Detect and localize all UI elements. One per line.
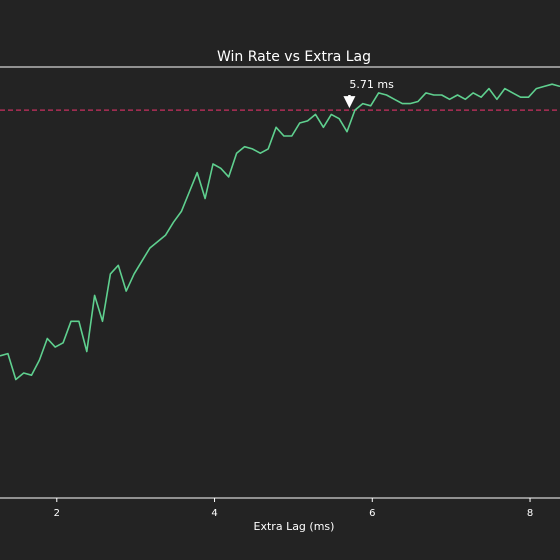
x-axis-label: Extra Lag (ms) [254,520,335,533]
chart-title: Win Rate vs Extra Lag [217,49,371,65]
annotation-layer: 5.71 ms [343,78,394,109]
annotation-label: 5.71 ms [349,78,394,91]
x-tick-label-4: 4 [211,508,217,519]
plot-frame [0,66,560,499]
x-tick-label-8: 8 [527,508,533,519]
series-layer [0,83,560,381]
x-tick-label-6: 6 [369,508,375,519]
x-tick-label-2: 2 [54,508,60,519]
series-line-0 [0,83,560,381]
x-ticks: 2 4 6 8 [54,498,533,519]
annotation-arrow-head [343,96,356,109]
